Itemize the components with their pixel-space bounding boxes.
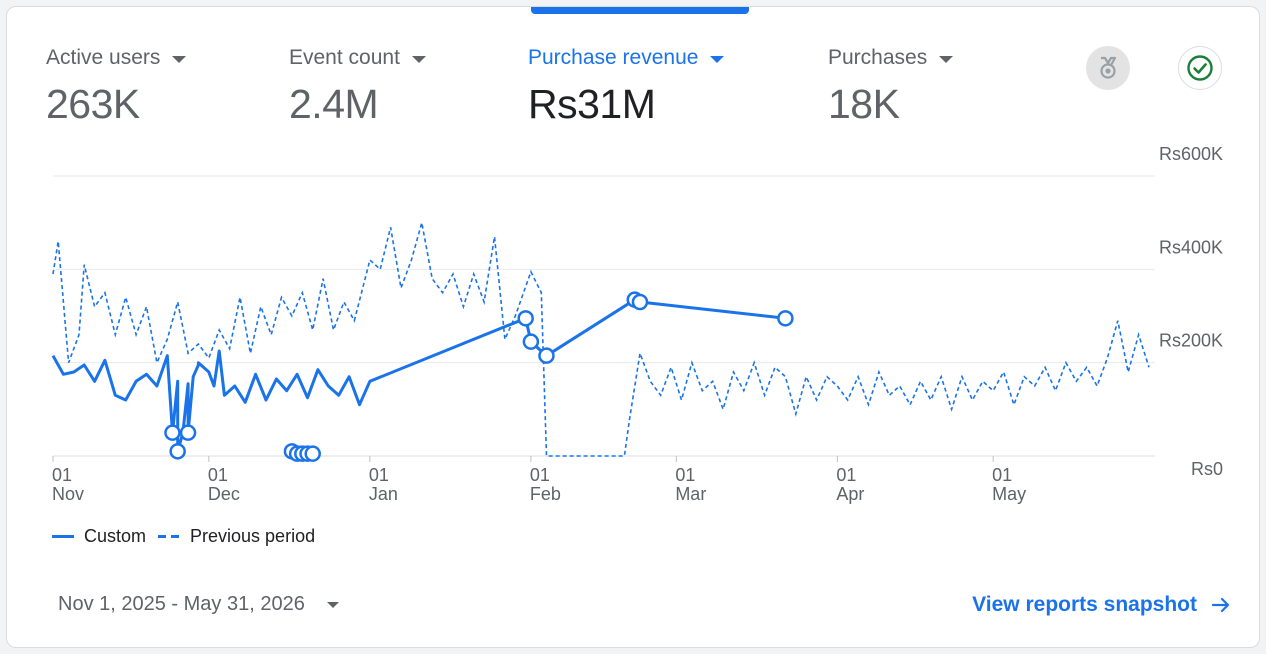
metric-value: 263K — [46, 81, 140, 127]
metric-purchases[interactable]: Purchases 18K — [828, 41, 954, 128]
series-line-custom — [51, 298, 786, 453]
medal-icon — [1100, 56, 1117, 79]
anomaly-marker[interactable] — [517, 310, 534, 327]
chart-legend: Custom Previous period — [52, 526, 315, 547]
caret-down-icon — [939, 55, 954, 63]
metric-label-text: Purchase revenue — [528, 46, 699, 69]
metric-label[interactable]: Event count — [289, 41, 426, 75]
metric-label-text: Event count — [289, 46, 400, 69]
caret-down-icon — [710, 55, 725, 63]
anomaly-marker[interactable] — [777, 310, 794, 327]
metric-label[interactable]: Purchase revenue — [528, 41, 725, 75]
metric-event-count[interactable]: Event count 2.4M — [289, 41, 426, 128]
y-tick-label: Rs200K — [1159, 331, 1223, 351]
y-tick-label: Rs0 — [1191, 459, 1223, 479]
metric-value: 18K — [828, 81, 900, 127]
x-tick-day: 01 — [369, 465, 389, 485]
overview-card: Active users 263K Event count 2.4M Purch… — [6, 6, 1260, 648]
x-tick-month: Dec — [208, 484, 240, 504]
anomaly-marker[interactable] — [522, 333, 540, 350]
anomaly-marker[interactable] — [169, 443, 186, 460]
x-tick-day: 01 — [675, 465, 695, 485]
metric-active-users[interactable]: Active users 263K — [46, 41, 187, 128]
legend-label: Previous period — [190, 526, 316, 546]
y-tick-label: Rs400K — [1159, 237, 1223, 257]
anomaly-marker[interactable] — [164, 424, 181, 441]
x-tick-day: 01 — [52, 465, 72, 485]
x-tick-day: 01 — [992, 465, 1012, 485]
insights-button[interactable] — [1086, 46, 1130, 90]
x-tick-day: 01 — [208, 465, 228, 485]
x-tick-month: Feb — [530, 484, 561, 504]
active-tab-indicator — [531, 7, 749, 14]
caret-down-icon — [172, 55, 187, 63]
solid-line-swatch — [52, 535, 74, 538]
metric-purchase-revenue[interactable]: Purchase revenue Rs31M — [528, 41, 725, 128]
caret-down-icon — [326, 601, 339, 608]
y-tick-label: Rs600K — [1159, 144, 1223, 164]
x-tick-day: 01 — [836, 465, 856, 485]
anomaly-marker[interactable] — [304, 445, 321, 462]
check-circle-icon — [1187, 55, 1213, 81]
link-text: View reports snapshot — [972, 593, 1197, 616]
series-line-previous-period — [52, 222, 1150, 457]
anomaly-marker[interactable] — [538, 347, 555, 364]
date-range-selector[interactable]: Nov 1, 2025 - May 31, 2026 — [58, 593, 339, 616]
metric-label-text: Active users — [46, 46, 161, 69]
legend-item-custom[interactable]: Custom — [52, 526, 146, 547]
arrow-right-icon — [1211, 597, 1230, 613]
metric-value: Rs31M — [528, 81, 656, 127]
x-tick-month: Jan — [369, 484, 398, 504]
caret-down-icon — [411, 55, 426, 63]
anomaly-marker[interactable] — [631, 293, 649, 311]
metric-label[interactable]: Active users — [46, 41, 187, 75]
x-tick-month: May — [992, 484, 1026, 504]
date-range-text: Nov 1, 2025 - May 31, 2026 — [58, 593, 305, 615]
dashed-line-swatch — [158, 535, 181, 538]
legend-label: Custom — [84, 526, 147, 546]
anomaly-marker[interactable] — [179, 424, 197, 441]
status-button[interactable] — [1178, 46, 1222, 90]
legend-item-previous[interactable]: Previous period — [158, 526, 315, 547]
x-tick-month: Apr — [836, 484, 864, 504]
metric-label-text: Purchases — [828, 46, 928, 69]
x-tick-month: Nov — [52, 484, 84, 504]
metric-label[interactable]: Purchases — [828, 41, 954, 75]
metric-value: 2.4M — [289, 81, 379, 127]
x-tick-month: Mar — [675, 484, 706, 504]
view-reports-snapshot-link[interactable]: View reports snapshot — [972, 593, 1231, 617]
x-tick-day: 01 — [530, 465, 550, 485]
